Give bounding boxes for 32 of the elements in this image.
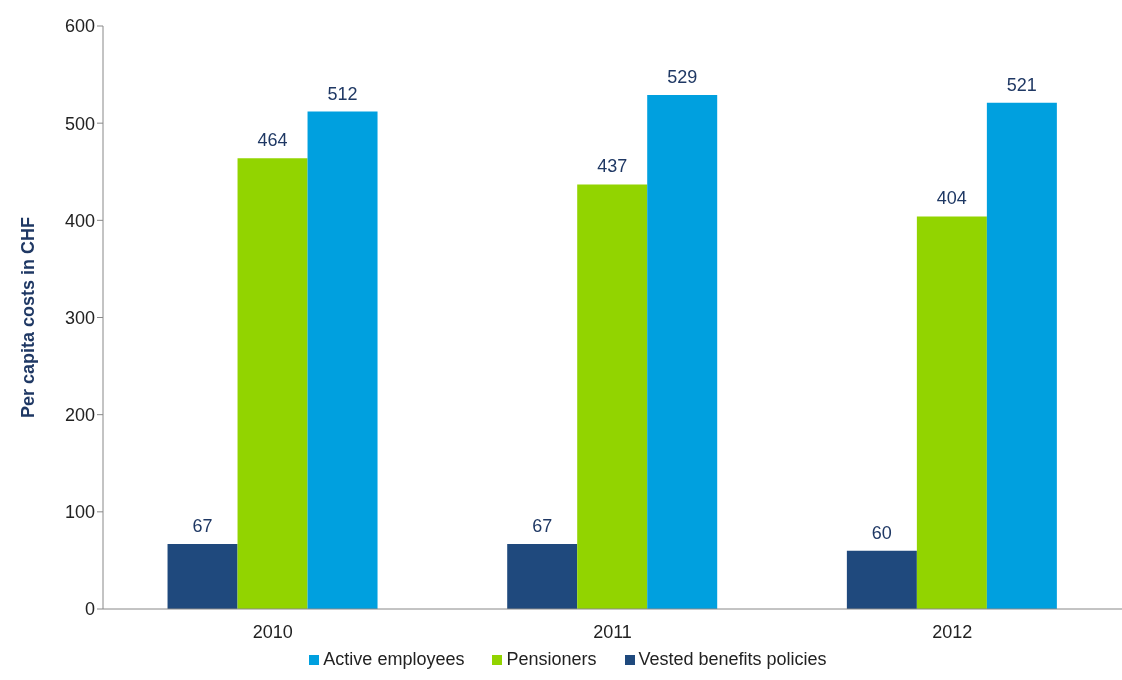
legend-label: Pensioners [505, 649, 597, 670]
y-tick-label: 600 [64, 16, 95, 37]
data-label: 512 [327, 83, 358, 104]
x-tick-label: 2010 [252, 621, 293, 642]
bar [986, 102, 1057, 609]
y-tick-label: 400 [64, 210, 95, 231]
legend-label: Vested benefits policies [637, 649, 827, 670]
y-tick-label: 100 [64, 502, 95, 523]
legend-label: Active employees [322, 649, 465, 670]
y-tick-label: 500 [64, 113, 95, 134]
data-label: 67 [532, 515, 553, 536]
bar [846, 550, 917, 609]
bar [647, 94, 718, 609]
y-axis-title: Per capita costs in CHF [18, 216, 39, 419]
data-label: 67 [192, 515, 213, 536]
data-label: 404 [936, 188, 967, 209]
data-label: 464 [257, 130, 288, 151]
data-label: 529 [667, 66, 698, 87]
bar [577, 184, 648, 609]
x-tick-label: 2012 [932, 621, 973, 642]
bar [916, 216, 987, 609]
bar [167, 543, 238, 609]
bar [507, 543, 578, 609]
data-label: 521 [1006, 74, 1037, 95]
y-tick-label: 300 [64, 307, 95, 328]
bar [307, 111, 378, 609]
y-tick-label: 200 [64, 405, 95, 426]
x-tick-label: 2011 [593, 621, 632, 642]
bar [237, 158, 308, 609]
data-label: 60 [871, 522, 892, 543]
y-tick-label: 0 [84, 599, 95, 620]
data-label: 437 [597, 156, 628, 177]
